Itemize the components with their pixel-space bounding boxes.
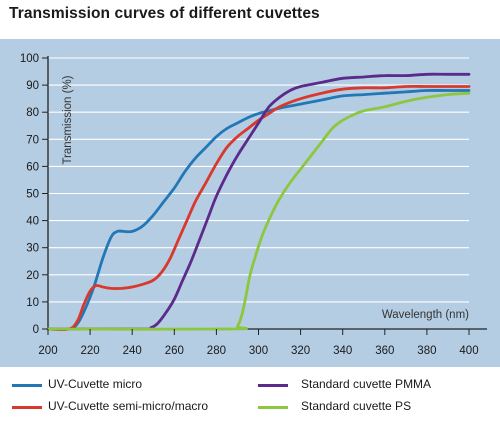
y-tick-label-60: 60 [26,161,39,173]
x-tick-label-280: 280 [207,345,226,357]
series-line-standard-cuvette-pmma [46,72,471,331]
x-tick-label-220: 220 [81,345,100,357]
y-tick-label-70: 70 [26,134,39,146]
chart-title: Transmission curves of different cuvette… [9,5,320,22]
x-tick-label-400: 400 [459,345,478,357]
y-tick-label-100: 100 [20,53,39,65]
y-axis-label: Transmission (%) [62,75,74,164]
y-tick-label-90: 90 [26,80,39,92]
x-tick-label-380: 380 [417,345,436,357]
x-axis-label: Wavelength (nm) [382,309,469,321]
x-tick-label-340: 340 [333,345,352,357]
series-line-standard-cuvette-ps [46,91,471,331]
y-tick-label-80: 80 [26,107,39,119]
x-tick-label-320: 320 [291,345,310,357]
y-tick-label-10: 10 [26,297,39,309]
y-tick-label-50: 50 [26,189,39,201]
x-tick-label-240: 240 [123,345,142,357]
x-tick-label-360: 360 [375,345,394,357]
y-tick-label-20: 20 [26,270,39,282]
y-tick-label-30: 30 [26,243,39,255]
series-line-uv-cuvette-semi-micro-macro [46,84,471,332]
y-tick-label-40: 40 [26,216,39,228]
x-tick-label-300: 300 [249,345,268,357]
x-tick-label-200: 200 [38,345,57,357]
x-tick-label-260: 260 [165,345,184,357]
y-tick-label-0: 0 [33,324,39,336]
series-line-uv-cuvette-micro [46,89,471,331]
